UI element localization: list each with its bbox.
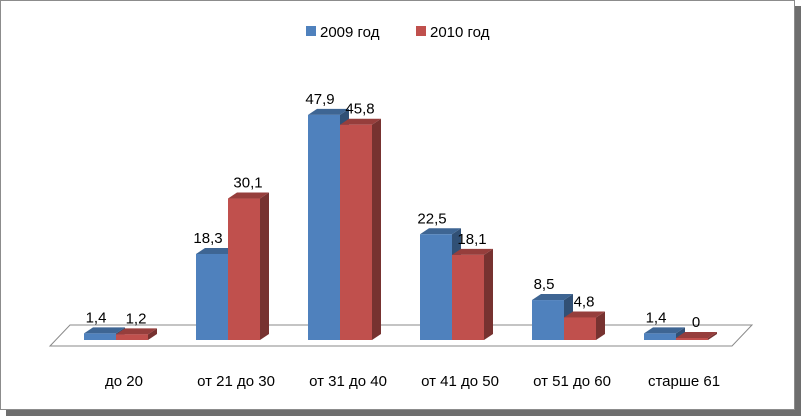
legend-swatch [306,26,316,36]
bar-2009-4 [532,300,564,340]
bar-top [116,328,157,335]
bar-2010-2 [340,124,372,341]
legend: 2009 год 2010 год [306,24,490,41]
category-label: от 31 до 40 [309,373,387,390]
bar-side [148,328,157,340]
bar-side [260,192,269,340]
bar-2009-1 [196,253,228,340]
category-label: от 41 до 50 [421,373,499,390]
data-label: 18,3 [193,230,222,247]
bar-2009-5 [644,333,676,340]
data-label: 1,2 [126,310,147,327]
bar-2010-4 [564,317,596,340]
bar-top [676,332,717,338]
bar-side [596,311,605,340]
legend-swatch [416,26,426,36]
bar-2010-1 [228,198,260,340]
category-label: старше 61 [648,373,720,390]
bar-2010-5 [676,338,708,340]
bar-side [484,248,493,340]
bar-top [644,327,685,334]
data-label: 1,4 [86,309,107,326]
bar-top [340,118,381,125]
bar-side [372,118,381,341]
bar-top [228,192,269,199]
bar-top [84,327,125,334]
data-label: 47,9 [305,91,334,108]
bar-2010-0 [116,334,148,340]
bar-top [564,311,605,318]
bar-2009-3 [420,234,452,340]
data-label: 22,5 [417,210,446,227]
bar-top [420,228,461,235]
bar-2009-0 [84,333,116,340]
category-label: до 20 [105,373,143,390]
value-labels: 1,4 1,2 18,3 30,1 47,9 45,8 22,5 18,1 8,5 4,8 1,4 0 [86,91,701,331]
data-label: 18,1 [457,231,486,248]
bar-2009-2 [308,114,340,341]
category-label: от 21 до 30 [197,373,275,390]
bar-top [196,247,237,254]
frame-shadow [6,410,801,416]
category-label: от 51 до 60 [533,373,611,390]
data-label: 1,4 [646,309,667,326]
bar-side [708,332,717,340]
data-label: 8,5 [534,276,555,293]
legend-label: 2010 год [430,24,490,41]
legend-label: 2009 год [320,24,380,41]
bar-top [532,294,573,301]
data-label: 4,8 [574,293,595,310]
category-labels: до 20 от 21 до 30 от 31 до 40 от 41 до 50 от… [105,373,720,390]
frame-shadow [795,6,801,416]
bars [84,108,717,341]
bar-top [452,248,493,255]
bar-top [308,108,349,115]
bar-2010-3 [452,254,484,340]
data-label: 45,8 [345,101,374,118]
data-label: 30,1 [233,175,262,192]
data-label: 0 [692,314,700,331]
